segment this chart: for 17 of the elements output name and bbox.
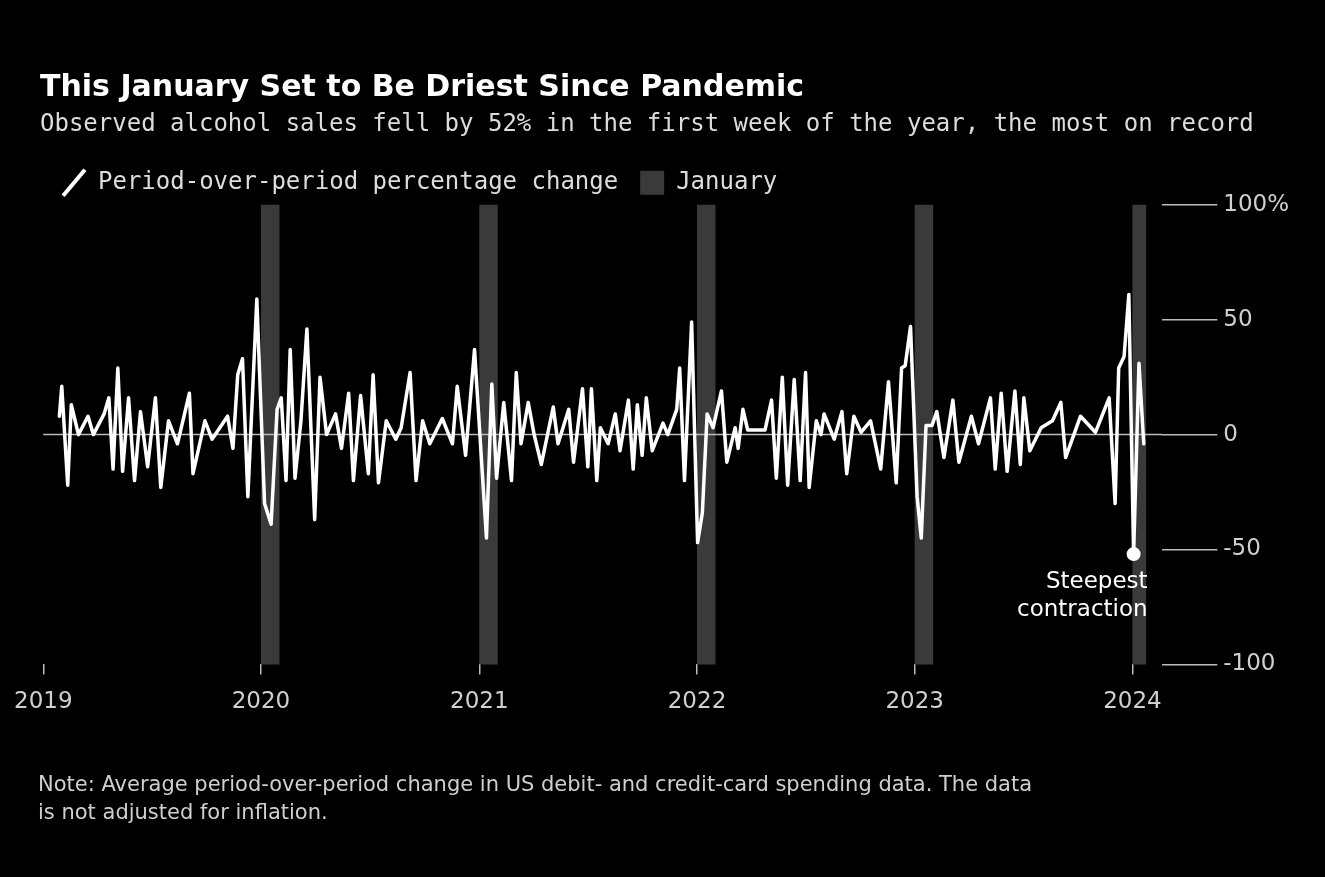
y-tick-label: 50 xyxy=(1223,304,1253,331)
legend-label: January xyxy=(676,167,778,196)
x-tick-label: 2021 xyxy=(450,687,509,714)
x-tick-label: 2020 xyxy=(231,687,291,714)
x-tick-label: 2019 xyxy=(13,687,73,714)
legend-label: Period-over-period percentage change xyxy=(98,167,619,196)
y-tick-label: -100 xyxy=(1223,649,1276,676)
x-tick-label: 2023 xyxy=(885,687,944,714)
chart-subtitle: Observed alcohol sales fell by 52% in the first week of the year, the most on record xyxy=(40,108,1254,137)
x-tick-label: 2024 xyxy=(1103,687,1162,714)
y-tick-label: 0 xyxy=(1223,419,1238,446)
y-tick-label: -50 xyxy=(1223,534,1261,561)
x-tick-label: 2022 xyxy=(667,687,727,714)
y-tick-label: 100% xyxy=(1223,189,1290,216)
chart-title: This January Set to Be Driest Since Pandemic xyxy=(40,67,805,103)
text: Note: Average period-over-period change in US debit- and credit-card spending data. The data is not adjusted for inflation. xyxy=(38,771,1034,826)
annotation: Steepest contraction xyxy=(1017,566,1148,621)
